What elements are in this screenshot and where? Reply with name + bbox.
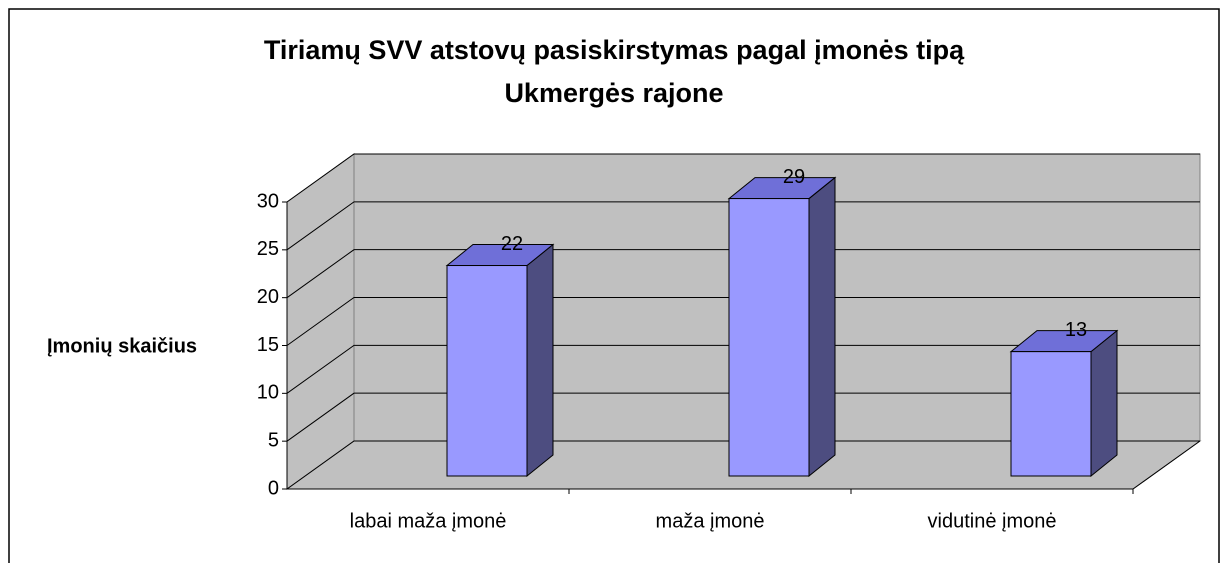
y-tick-label: 15 — [257, 334, 279, 356]
grid-line — [286, 392, 1200, 442]
bar — [728, 198, 810, 477]
x-tick-label: labai maža įmonė — [350, 510, 507, 532]
x-tick-label: vidutinė įmonė — [928, 510, 1057, 532]
x-tick-label: maža įmonė — [656, 510, 765, 532]
y-axis-label: Įmonių skaičius — [47, 335, 197, 357]
value-label: 13 — [1065, 319, 1087, 341]
chart-title: Tiriamų SVV atstovų pasiskirstymas pagal… — [264, 35, 965, 65]
y-tick-label: 0 — [268, 477, 279, 499]
bar-side — [526, 243, 554, 478]
x-axis-depth — [1132, 440, 1201, 490]
grid-line — [286, 201, 1200, 251]
grid-line — [286, 440, 1200, 490]
y-tick-label: 30 — [257, 190, 279, 212]
bar-side — [1090, 329, 1118, 478]
grid-line — [286, 344, 1200, 394]
bar-side — [808, 176, 836, 478]
bar — [1010, 351, 1092, 477]
grid-line — [286, 153, 1200, 203]
y-tick-label: 25 — [257, 238, 279, 260]
value-label: 29 — [783, 166, 805, 188]
chart-title: Ukmergės rajone — [504, 78, 723, 108]
y-tick-label: 5 — [268, 429, 279, 451]
y-tick-label: 20 — [257, 286, 279, 308]
value-label: 22 — [501, 233, 523, 255]
grid-line — [286, 249, 1200, 299]
y-tick-label: 10 — [257, 382, 279, 404]
grid-line — [286, 297, 1200, 346]
bar — [446, 265, 528, 477]
